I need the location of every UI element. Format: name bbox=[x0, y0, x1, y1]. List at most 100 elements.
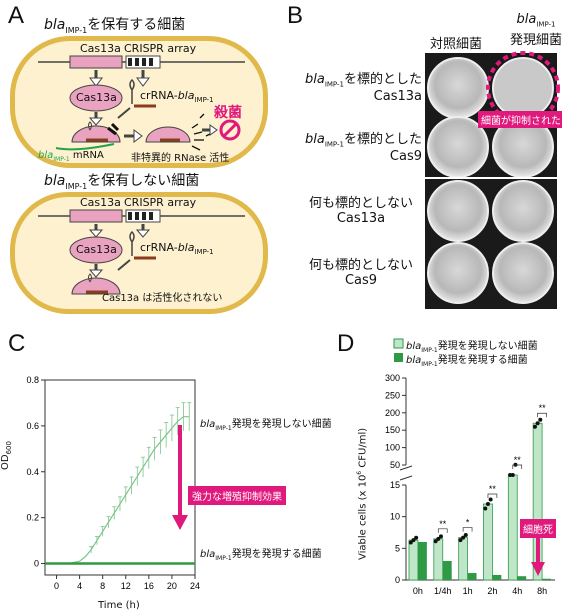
panel-label-d: D bbox=[337, 330, 355, 357]
kill-label: 殺菌 bbox=[214, 105, 242, 121]
d-ytick-u-label-3: 200 bbox=[385, 408, 400, 418]
mrna-label: blaIMP-1 mRNA bbox=[38, 150, 104, 163]
c-arrow-head bbox=[172, 515, 188, 530]
cas13a-protein-label-1: Cas13a bbox=[76, 91, 117, 104]
c-upper-series-label: blaIMP-1発現を発現しない細菌 bbox=[200, 419, 332, 432]
plate-row-4 bbox=[427, 242, 554, 304]
panel-label-a: A bbox=[8, 2, 25, 29]
row1-label: blaIMP-1を標的とした Cas13a bbox=[304, 72, 422, 104]
d-sig-bracket-1 bbox=[437, 528, 448, 533]
d-dot-s1-5-2 bbox=[538, 417, 543, 422]
d-ytick-l-label-0: 0 bbox=[395, 575, 400, 585]
d-sig-label-2: * bbox=[466, 518, 470, 528]
d-bar-s2-3 bbox=[492, 574, 502, 580]
d-ytick-u-label-0: 50 bbox=[390, 460, 400, 470]
d-sig-label-3: ** bbox=[489, 484, 497, 494]
d-ytick-u-label-4: 250 bbox=[385, 390, 400, 400]
crrna-label-1: crRNA-blaIMP-1 bbox=[140, 89, 214, 105]
col1-header: 対照細菌 bbox=[430, 37, 483, 52]
d-sig-label-4: ** bbox=[514, 455, 522, 465]
d-ytick-l-label-1: 5 bbox=[395, 543, 400, 553]
d-bar-s2-5 bbox=[542, 578, 552, 580]
c-ytick-label-0: 0 bbox=[34, 559, 39, 569]
d-bar-s1-2 bbox=[458, 537, 468, 581]
plate-row-3 bbox=[427, 180, 554, 242]
d-sig-bracket-5 bbox=[537, 412, 547, 418]
d-xtick-label-1: 1/4h bbox=[434, 586, 452, 596]
d-ytick-l-label-3: 15 bbox=[390, 480, 400, 490]
d-bar-s1-1 bbox=[433, 538, 444, 581]
d-dot-s1-4-1 bbox=[510, 473, 515, 477]
d-sig-bracket-3 bbox=[487, 493, 498, 498]
d-dot-s1-3-0 bbox=[483, 506, 488, 511]
d-dot-s1-3-2 bbox=[488, 497, 493, 502]
d-xtick-label-3: 2h bbox=[487, 586, 497, 596]
inactive-label: Cas13a は活性化されない bbox=[102, 293, 223, 304]
cell1-title: blaIMP-1を保有する細菌 bbox=[44, 17, 186, 35]
col2-header: blaIMP-1 発現細菌 bbox=[510, 12, 562, 48]
d-bar-s2-1 bbox=[442, 561, 452, 580]
d-xtick-label-0: 0h bbox=[413, 586, 423, 596]
d-dot-s1-2-0 bbox=[458, 538, 463, 543]
d-dot-s1-0-1 bbox=[411, 538, 416, 543]
c-ytick-label-1: 0.2 bbox=[26, 513, 39, 523]
c-xtick-label-0: 0 bbox=[54, 581, 59, 591]
d-bar-s1-3 bbox=[483, 503, 493, 581]
d-legend-swatch-2 bbox=[394, 353, 403, 362]
d-axis-break bbox=[399, 465, 413, 481]
cas13a-gene-label-2: Cas13a bbox=[80, 196, 121, 209]
c-xtick-label-3: 12 bbox=[121, 581, 131, 591]
d-legend-swatch-1 bbox=[393, 338, 404, 349]
d-dot-s1-3-1 bbox=[485, 502, 490, 506]
c-ytick-label-2: 0.4 bbox=[26, 467, 39, 477]
panel-label-c: C bbox=[8, 330, 26, 357]
d-bar-s1-4 bbox=[507, 474, 518, 581]
d-sig-bracket-2 bbox=[462, 527, 473, 532]
suppressed-badge: 細菌が抑制された bbox=[478, 111, 562, 128]
c-xtick-label-6: 24 bbox=[190, 581, 200, 591]
d-dot-s1-1-0 bbox=[433, 539, 438, 544]
d-dot-s1-2-2 bbox=[463, 533, 468, 538]
d-dot-s1-1-1 bbox=[436, 536, 441, 541]
c-xtick-label-1: 4 bbox=[77, 581, 82, 591]
c-xtick-label-4: 16 bbox=[144, 581, 154, 591]
d-dot-s1-0-2 bbox=[414, 535, 419, 540]
d-ytick-u-label-5: 300 bbox=[385, 373, 400, 383]
d-dot-s1-0-0 bbox=[408, 540, 413, 545]
nonspecific-rnase-label: 非特異的 RNase 活性 bbox=[131, 153, 230, 164]
crispr-array-label-1: CRISPR array bbox=[124, 42, 197, 55]
d-ytick-u-label-1: 100 bbox=[385, 443, 400, 453]
d-legend-1: blaIMP-1発現を発現しない細菌 bbox=[406, 341, 538, 354]
row4-label: 何も標的としない Cas9 bbox=[308, 258, 413, 288]
d-sig-label-5: ** bbox=[539, 403, 547, 413]
c-xtick-label-2: 8 bbox=[100, 581, 105, 591]
d-bar-s2-2 bbox=[467, 573, 477, 580]
d-legend-2: blaIMP-1発現を発現する細菌 bbox=[406, 355, 528, 368]
d-arrow-head bbox=[531, 562, 545, 576]
d-death-badge: 細胞死 bbox=[520, 519, 556, 538]
d-sig-label-1: ** bbox=[439, 519, 447, 529]
d-ylabel: Viable cells (x 106 CFU/ml) bbox=[356, 427, 369, 560]
row2-label: blaIMP-1を標的とした Cas9 bbox=[304, 132, 422, 164]
crrna-label-2: crRNA-blaIMP-1 bbox=[140, 241, 214, 257]
cas13a-protein-label-2: Cas13a bbox=[76, 243, 117, 256]
crispr-array-label-2: CRISPR array bbox=[124, 196, 197, 209]
d-bar-s1-0 bbox=[408, 539, 419, 581]
d-dot-s1-1-2 bbox=[438, 534, 443, 539]
c-lower-series-label: blaIMP-1発現を発現する細菌 bbox=[200, 549, 322, 562]
plate-row-2 bbox=[427, 116, 554, 178]
d-dot-s1-5-0 bbox=[532, 424, 537, 429]
d-xtick-label-4: 4h bbox=[512, 586, 522, 596]
c-ytick-label-4: 0.8 bbox=[26, 375, 39, 385]
c-xtick-label-5: 20 bbox=[167, 581, 177, 591]
c-plot-frame bbox=[44, 379, 196, 576]
d-bar-s2-4 bbox=[517, 576, 527, 580]
d-sig-bracket-4 bbox=[512, 464, 523, 469]
d-ytick-l-label-2: 10 bbox=[390, 512, 400, 522]
d-xtick-label-2: 1h bbox=[463, 586, 473, 596]
c-xlabel: Time (h) bbox=[98, 600, 140, 611]
cas13a-gene-label-1: Cas13a bbox=[80, 42, 121, 55]
